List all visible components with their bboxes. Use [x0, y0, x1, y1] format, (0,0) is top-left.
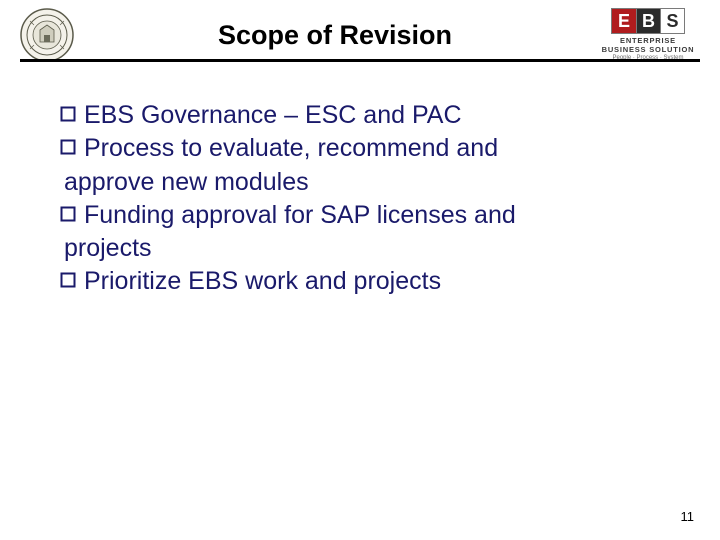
bullet-text: Process to evaluate, recommend and: [84, 133, 498, 164]
header: Scope of Revision E B S ENTERPRISE BUSIN…: [0, 0, 720, 62]
header-rule: [20, 59, 700, 62]
ebs-logo-line2: BUSINESS SOLUTION: [596, 45, 700, 54]
slide: Scope of Revision E B S ENTERPRISE BUSIN…: [0, 0, 720, 540]
bullet-item: EBS Governance – ESC and PAC: [60, 100, 650, 131]
bullet-text: Prioritize EBS work and projects: [84, 266, 441, 297]
content-area: EBS Governance – ESC and PACProcess to e…: [60, 100, 650, 300]
bullet-text: Funding approval for SAP licenses and: [84, 200, 516, 231]
bullet-text: EBS Governance – ESC and PAC: [84, 100, 462, 131]
ebs-logo-box: E B S: [611, 8, 685, 34]
ebs-logo-cell-2: S: [660, 9, 684, 33]
ebs-logo-cell-1: B: [636, 9, 660, 33]
ebs-logo-cell-0: E: [612, 9, 636, 33]
checkbox-bullet-icon: [60, 139, 76, 155]
page-title: Scope of Revision: [74, 8, 596, 51]
checkbox-bullet-icon: [60, 272, 76, 288]
bullet-continuation: projects: [60, 233, 650, 264]
bullet-continuation: approve new modules: [60, 167, 650, 198]
page-number: 11: [681, 509, 695, 524]
bullet-item: Prioritize EBS work and projects: [60, 266, 650, 297]
bullet-item: Funding approval for SAP licenses and: [60, 200, 650, 231]
bullet-item: Process to evaluate, recommend and: [60, 133, 650, 164]
ebs-logo-line1: ENTERPRISE: [596, 36, 700, 45]
ebs-logo: E B S ENTERPRISE BUSINESS SOLUTION Peopl…: [596, 8, 700, 61]
checkbox-bullet-icon: [60, 106, 76, 122]
org-seal-icon: [20, 8, 74, 62]
checkbox-bullet-icon: [60, 206, 76, 222]
